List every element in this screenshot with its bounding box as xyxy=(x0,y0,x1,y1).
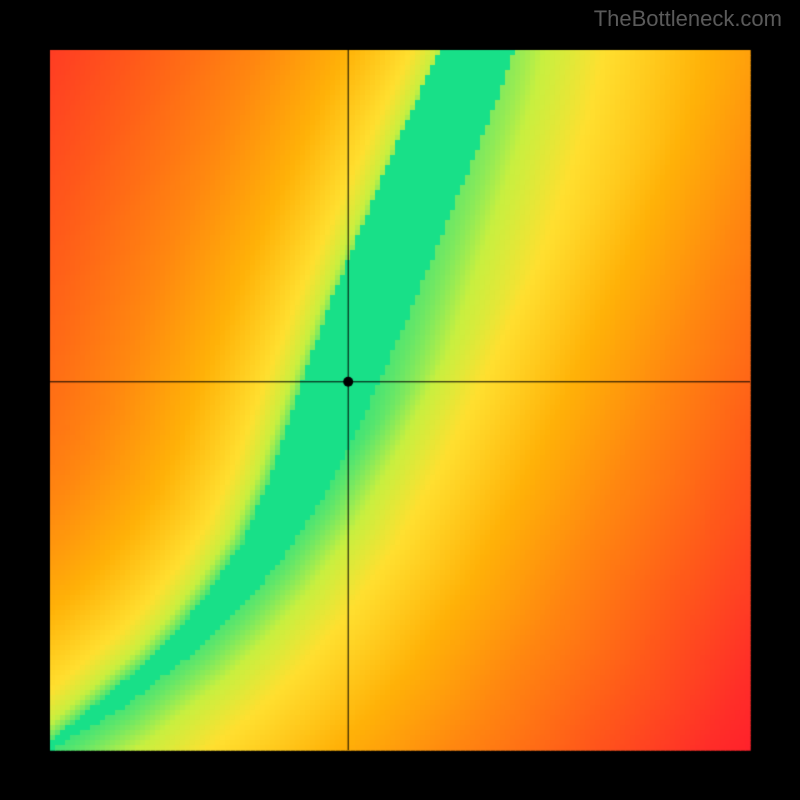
chart-container: TheBottleneck.com xyxy=(0,0,800,800)
watermark-text: TheBottleneck.com xyxy=(594,6,782,32)
heatmap-canvas xyxy=(0,0,800,800)
